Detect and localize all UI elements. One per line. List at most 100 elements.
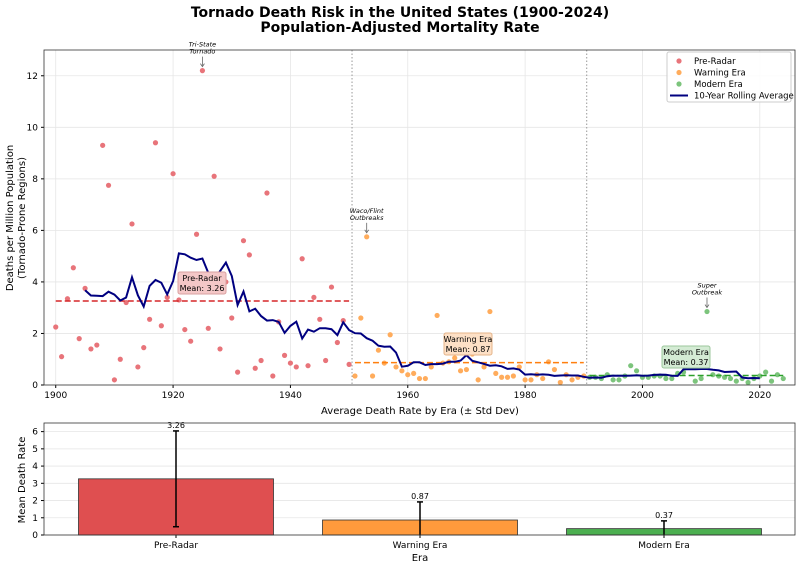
data-point-pre-radar bbox=[229, 315, 235, 321]
data-point-pre-radar bbox=[141, 345, 147, 351]
bar-chart-title: Average Death Rate by Era (± Std Dev) bbox=[321, 406, 519, 417]
data-point-warning-era bbox=[487, 308, 493, 315]
data-point-pre-radar bbox=[64, 296, 71, 302]
data-point-pre-radar bbox=[270, 373, 276, 379]
y-tick-label: 5 bbox=[32, 445, 38, 455]
data-point-pre-radar bbox=[94, 342, 100, 348]
legend-marker bbox=[676, 81, 682, 87]
x-tick-label: 1900 bbox=[44, 391, 67, 401]
data-point-modern-era bbox=[745, 379, 751, 386]
x-tick-label: 1920 bbox=[162, 391, 185, 401]
y-tick-label: 2 bbox=[32, 497, 38, 507]
y-tick-label: 12 bbox=[27, 72, 38, 82]
data-point-modern-era bbox=[628, 363, 634, 369]
era-mean-value: Mean: 0.87 bbox=[446, 345, 491, 354]
annotation-arrowhead bbox=[364, 229, 370, 234]
data-point-modern-era bbox=[704, 308, 710, 315]
data-point-modern-era bbox=[610, 377, 616, 383]
data-point-modern-era bbox=[692, 378, 698, 384]
data-point-pre-radar bbox=[188, 338, 194, 344]
legend-label: Pre-Radar bbox=[694, 57, 736, 67]
data-point-pre-radar bbox=[311, 294, 317, 300]
annotation-text: Outbreaks bbox=[350, 214, 384, 222]
annotation-arrowhead bbox=[200, 63, 205, 68]
rolling-average-line bbox=[84, 252, 760, 380]
data-point-warning-era bbox=[428, 364, 434, 370]
data-point-modern-era bbox=[727, 375, 734, 382]
data-point-pre-radar bbox=[258, 357, 264, 364]
data-point-warning-era bbox=[411, 370, 417, 377]
x-tick-label: 2020 bbox=[748, 391, 771, 401]
data-point-pre-radar bbox=[317, 316, 323, 322]
y-tick-label: 10 bbox=[27, 123, 39, 133]
data-point-warning-era bbox=[499, 374, 505, 380]
data-point-modern-era bbox=[768, 378, 775, 384]
data-point-modern-era bbox=[633, 368, 640, 374]
annotation-text: Tornado bbox=[189, 48, 215, 56]
y-axis-label-sub: (Tornado-Prone Regions) bbox=[17, 157, 28, 279]
data-point-warning-era bbox=[369, 373, 376, 379]
annotation-text: Outbreak bbox=[692, 289, 723, 297]
data-point-warning-era bbox=[352, 373, 358, 379]
data-point-pre-radar bbox=[70, 265, 76, 271]
data-point-pre-radar bbox=[240, 238, 247, 244]
data-point-modern-era bbox=[774, 372, 780, 378]
data-point-pre-radar bbox=[299, 256, 305, 262]
data-point-pre-radar bbox=[287, 360, 294, 366]
data-point-warning-era bbox=[493, 370, 499, 377]
data-point-pre-radar bbox=[105, 182, 112, 188]
data-point-pre-radar bbox=[76, 336, 82, 342]
data-point-pre-radar bbox=[123, 299, 129, 306]
data-point-pre-radar bbox=[281, 352, 288, 358]
y-tick-label: 4 bbox=[32, 278, 38, 288]
legend-marker bbox=[676, 69, 682, 76]
data-point-pre-radar bbox=[305, 363, 311, 369]
y-tick-label: 8 bbox=[32, 175, 38, 185]
data-point-pre-radar bbox=[182, 326, 188, 333]
scatter-chart: 0 2 4 6 8 10 12 1900 1920 1940 1960 1980 2000 2020 Dea… bbox=[5, 41, 796, 401]
y-tick-label: 0 bbox=[32, 381, 38, 391]
era-mean-box bbox=[443, 332, 493, 356]
data-point-warning-era bbox=[434, 312, 440, 319]
x-tick-label: 1940 bbox=[279, 391, 302, 401]
data-point-modern-era bbox=[710, 372, 716, 378]
data-point-pre-radar bbox=[111, 377, 118, 383]
data-point-pre-radar bbox=[170, 171, 176, 177]
bar-value-label: 3.26 bbox=[167, 421, 185, 430]
x-tick-label: Modern Era bbox=[638, 541, 690, 551]
plot-frame bbox=[43, 49, 796, 386]
data-point-warning-era bbox=[510, 373, 516, 379]
data-point-pre-radar bbox=[147, 316, 153, 322]
data-point-pre-radar bbox=[82, 285, 88, 291]
y-tick-label: 4 bbox=[32, 462, 38, 472]
data-point-warning-era bbox=[540, 375, 546, 382]
data-point-pre-radar bbox=[346, 361, 352, 367]
figure-title-line1: Tornado Death Risk in the United States … bbox=[191, 5, 609, 21]
data-point-warning-era bbox=[405, 372, 411, 378]
y-tick-label: 3 bbox=[32, 479, 38, 489]
y-axis-label: Mean Death Rate bbox=[17, 437, 28, 524]
annotation-text: Tri-State bbox=[189, 41, 217, 49]
data-point-warning-era bbox=[422, 375, 428, 382]
data-point-pre-radar bbox=[135, 364, 141, 370]
data-point-pre-radar bbox=[158, 323, 164, 329]
data-point-warning-era bbox=[358, 315, 364, 321]
data-point-modern-era bbox=[733, 378, 739, 384]
x-tick-label: 1980 bbox=[514, 391, 537, 401]
legend-marker bbox=[676, 58, 682, 64]
y-tick-label: 2 bbox=[32, 329, 38, 339]
x-axis-label: Era bbox=[412, 553, 429, 564]
data-point-pre-radar bbox=[340, 317, 346, 324]
data-point-warning-era bbox=[569, 377, 575, 383]
legend-label: Warning Era bbox=[694, 69, 746, 79]
data-point-pre-radar bbox=[129, 221, 135, 227]
data-point-pre-radar bbox=[264, 190, 270, 196]
era-mean-label: Warning Era bbox=[444, 335, 493, 344]
data-point-warning-era bbox=[416, 375, 423, 382]
data-point-pre-radar bbox=[117, 356, 123, 362]
data-point-warning-era bbox=[475, 377, 481, 383]
data-point-warning-era bbox=[375, 347, 382, 353]
data-point-warning-era bbox=[364, 234, 370, 240]
data-point-warning-era bbox=[522, 377, 528, 383]
